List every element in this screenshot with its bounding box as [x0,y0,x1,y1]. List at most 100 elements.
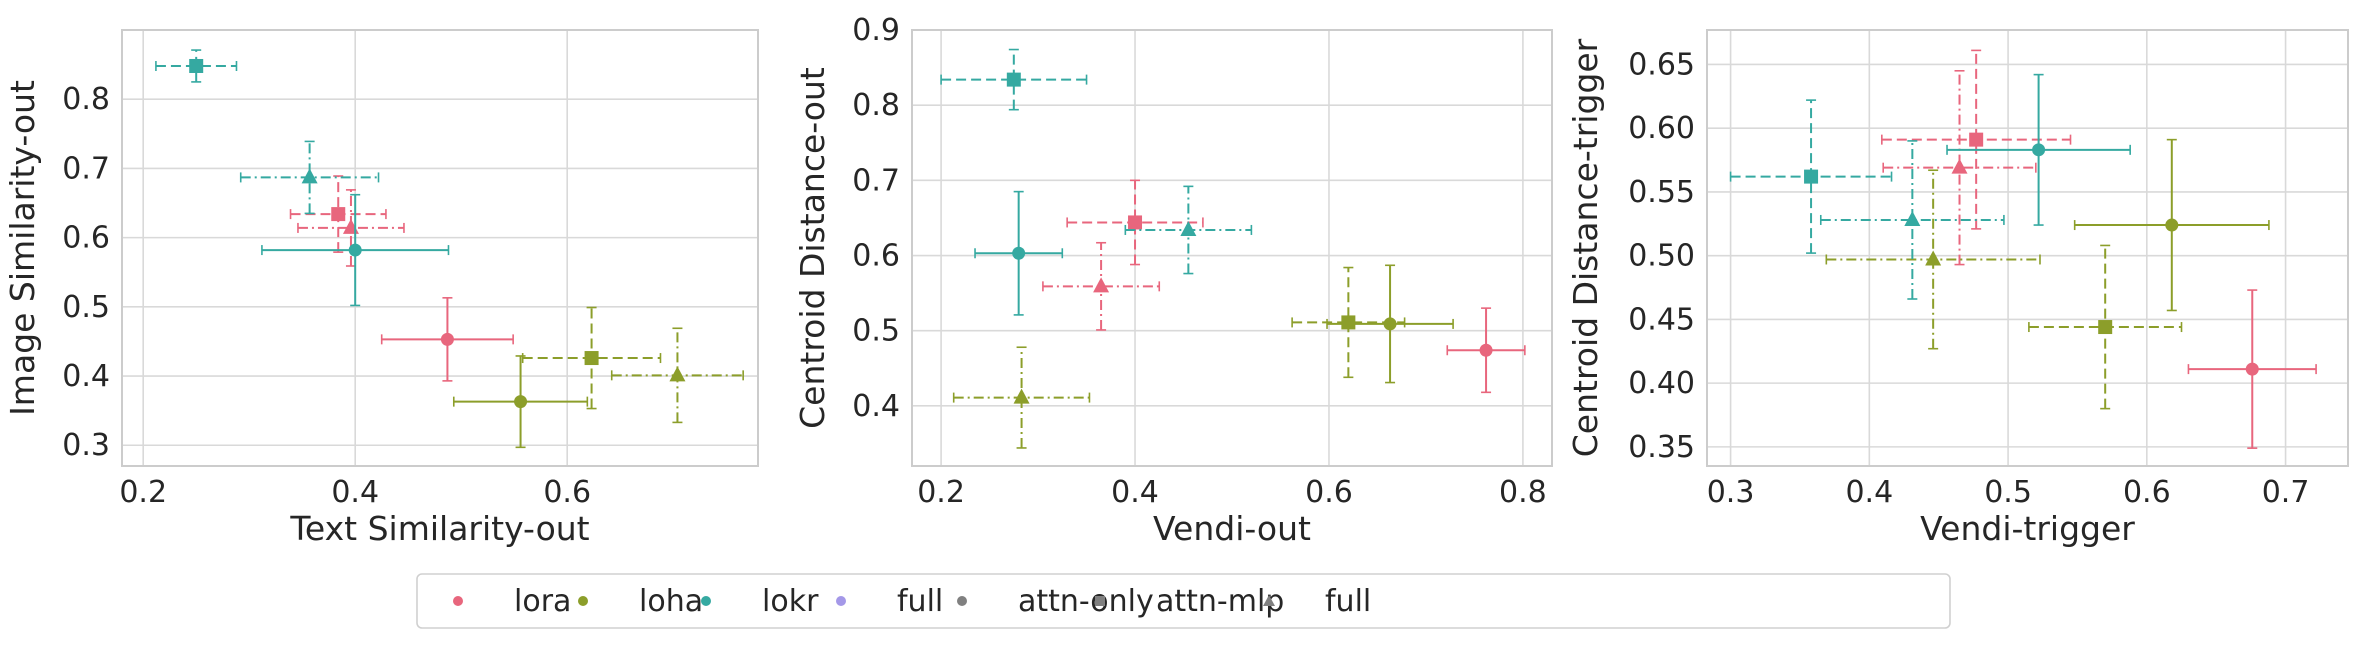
data-point-loha-attn-only [2073,138,2270,312]
axes-frame [911,29,1553,467]
marker-square [2098,320,2113,335]
x-tick-label: 0.4 [1111,475,1159,510]
legend-marker [1263,595,1275,606]
y-tick-label: 0.50 [1628,239,1695,274]
marker-triangle [669,366,686,382]
marker-circle [2032,143,2046,157]
y-tick-label: 0.8 [62,82,110,117]
y-tick-label: 0.45 [1628,302,1695,337]
data-point-lora-attn-mlp [1066,179,1204,266]
marker-circle [1383,317,1397,331]
data-point-lora-attn-only [2187,289,2317,449]
marker-square [1969,132,1984,147]
legend-label: attn-mlp [1156,584,1284,619]
x-axis-label: Vendi-out [1153,509,1311,548]
marker-square [584,351,599,366]
y-tick-label: 0.5 [852,314,900,349]
data-point-lokr-attn-mlp [1729,99,1893,254]
marker-square [1006,72,1021,87]
y-tick-label: 0.7 [852,163,900,198]
x-axis-label: Text Similarity-out [289,509,589,548]
data-point-loha-attn-only [452,355,589,449]
scatter-panel-2: 0.2 0.4 0.6 0.8 0.4 0.5 0.6 0.7 0.8 0.9 Vendi-out C… [793,13,1553,548]
legend-marker [453,596,463,606]
x-tick-label: 0.4 [1845,475,1893,510]
marker-square [331,207,346,222]
data-point-lokr-attn-only [1946,73,2131,226]
data-point-lora-attn-only [1446,307,1526,394]
x-tick-label: 0.6 [543,475,591,510]
marker-circle [2165,218,2179,232]
data-point-lora-attn-only [380,297,514,382]
data-point-lora-full [1882,69,2037,266]
marker-triangle [1013,388,1030,404]
y-tick-label: 0.6 [62,221,110,256]
marker-square [1341,315,1356,330]
x-tick-label: 0.5 [1984,475,2032,510]
marker-triangle [1904,210,1921,226]
y-tick-label: 0.40 [1628,366,1695,401]
legend-label: lora [514,584,571,619]
marker-triangle [1093,277,1110,293]
data-point-loha-attn-mlp [1291,266,1406,379]
y-tick-label: 0.35 [1628,430,1695,465]
x-tick-label: 0.7 [2262,475,2310,510]
data-point-lokr-attn-mlp [155,49,238,83]
legend-frame [416,573,1951,629]
y-axis-label: Centroid Distance-trigger [1566,38,1605,457]
marker-triangle [301,168,318,184]
y-axis-label: Image Similarity-out [3,80,42,416]
legend-label: lokr [762,584,819,619]
y-tick-label: 0.65 [1628,47,1695,82]
legend-label: loha [639,584,703,619]
data-point-lokr-attn-only [261,193,450,307]
data-point-lokr-attn-only [974,190,1064,316]
marker-circle [440,332,454,346]
axes-frame [1706,29,2349,467]
legend-label: full [1325,584,1371,619]
data-point-lokr-full [239,140,380,215]
legend: lora loha lokr full attn-only attn-mlp full [416,573,1951,629]
y-tick-label: 0.3 [62,428,110,463]
marker-triangle [1180,220,1197,236]
scatter-panel-3: 0.3 0.4 0.5 0.6 0.7 0.35 0.40 0.45 0.50 0.55 0.60 0… [1566,29,2349,548]
x-tick-label: 0.8 [1499,475,1547,510]
y-tick-label: 0.4 [852,389,900,424]
x-tick-label: 0.3 [1707,475,1755,510]
legend-label: full [897,584,943,619]
x-tick-label: 0.6 [2123,475,2171,510]
y-tick-label: 0.60 [1628,111,1695,146]
legend-marker [578,596,588,606]
scatter-panel-1: 0.2 0.4 0.6 0.3 0.4 0.5 0.6 0.7 0.8 Text Similari… [3,29,759,548]
plot-area [912,30,1552,466]
legend-label: attn-only [1018,584,1154,619]
y-tick-label: 0.5 [62,290,110,325]
marker-square [189,58,204,73]
y-tick-label: 0.8 [852,88,900,123]
data-point-lokr-full [1124,185,1253,275]
x-tick-label: 0.2 [119,475,167,510]
y-tick-label: 0.9 [852,13,900,48]
marker-circle [1479,343,1493,357]
y-tick-label: 0.55 [1628,175,1695,210]
plot-area [1707,30,2348,466]
y-tick-label: 0.7 [62,151,110,186]
data-point-lokr-attn-mlp [940,48,1088,111]
legend-marker [836,596,846,606]
data-point-lora-full [1042,241,1161,331]
x-tick-label: 0.6 [1305,475,1353,510]
axes-frame [121,29,759,467]
marker-triangle [1951,158,1968,174]
x-axis-label: Vendi-trigger [1920,509,2135,548]
marker-square [1804,169,1819,184]
y-tick-label: 0.4 [62,359,110,394]
marker-square [1128,215,1143,230]
marker-circle [1012,246,1026,260]
plot-area [122,30,758,466]
data-point-lokr-full [1819,140,2005,300]
data-point-loha-attn-mlp [2028,244,2183,410]
data-point-loha-full [952,346,1091,449]
legend-marker [957,596,967,606]
marker-circle [514,395,528,409]
